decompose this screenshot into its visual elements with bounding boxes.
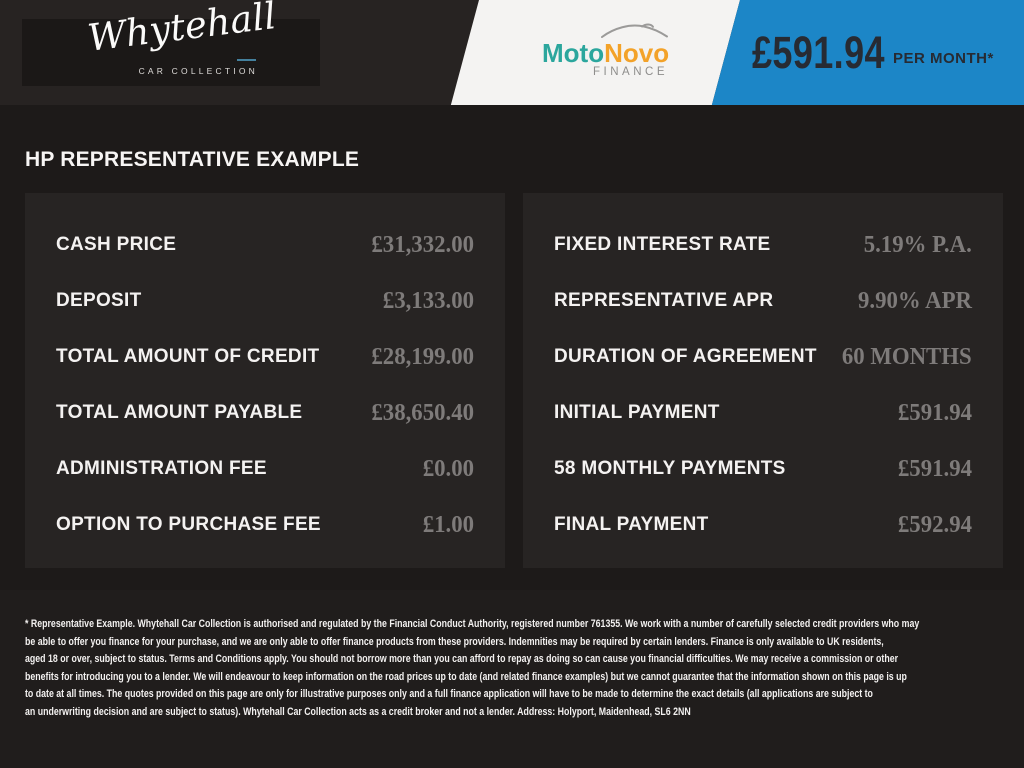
finance-value: £28,199.00 xyxy=(371,343,474,370)
finance-label: INITIAL PAYMENT xyxy=(554,402,720,423)
legal-line: be able to offer you finance for your pu… xyxy=(25,635,884,648)
novo-text: Novo xyxy=(604,38,670,68)
legal-footer: * Representative Example. Whytehall Car … xyxy=(0,590,1024,768)
finance-row-initial-payment: INITIAL PAYMENT £591.94 xyxy=(554,385,972,441)
finance-label: FINAL PAYMENT xyxy=(554,514,709,535)
monthly-price-amount: £591.94 xyxy=(752,27,885,78)
moto-text: Moto xyxy=(542,38,605,68)
finance-value: 5.19% P.A. xyxy=(863,231,972,258)
finance-row-duration: DURATION OF AGREEMENT 60 MONTHS xyxy=(554,329,972,385)
finance-panel-right: FIXED INTEREST RATE 5.19% P.A. REPRESENT… xyxy=(523,193,1003,568)
finance-label: 58 MONTHLY PAYMENTS xyxy=(554,458,786,479)
finance-value: £38,650.40 xyxy=(371,399,474,426)
motonovo-logo: MotoNovo FINANCE xyxy=(542,22,672,84)
finance-row-apr: REPRESENTATIVE APR 9.90% APR xyxy=(554,273,972,329)
finance-value: £3,133.00 xyxy=(382,287,474,314)
finance-value: 60 MONTHS xyxy=(842,343,972,370)
finance-value: £591.94 xyxy=(897,455,972,482)
header: Whytehall CAR COLLECTION MotoNovo FINANC… xyxy=(0,0,1024,105)
legal-line: to date at all times. The quotes provide… xyxy=(25,688,873,701)
car-swoosh-icon xyxy=(601,23,668,38)
finance-row-deposit: DEPOSIT £3,133.00 xyxy=(56,273,474,329)
logo-accent-line xyxy=(237,59,256,61)
dealer-logo-tagline: CAR COLLECTION xyxy=(138,66,258,76)
dealer-logo: Whytehall CAR COLLECTION xyxy=(22,0,320,86)
finance-label: FIXED INTEREST RATE xyxy=(554,234,771,255)
finance-row-total-credit: TOTAL AMOUNT OF CREDIT £28,199.00 xyxy=(56,329,474,385)
finance-value: 9.90% APR xyxy=(858,287,972,314)
monthly-price-period: PER MONTH* xyxy=(893,50,994,67)
motonovo-wordmark: MotoNovo xyxy=(542,38,669,69)
finance-row-total-payable: TOTAL AMOUNT PAYABLE £38,650.40 xyxy=(56,385,474,441)
finance-row-final-payment: FINAL PAYMENT £592.94 xyxy=(554,497,972,553)
finance-label: ADMINISTRATION FEE xyxy=(56,458,267,479)
page-title: HP REPRESENTATIVE EXAMPLE xyxy=(25,148,360,172)
finance-label: DURATION OF AGREEMENT xyxy=(554,346,817,367)
finance-label: OPTION TO PURCHASE FEE xyxy=(56,514,321,535)
finance-value: £592.94 xyxy=(897,511,972,538)
dealer-logo-name: Whytehall xyxy=(85,0,279,60)
finance-label: DEPOSIT xyxy=(56,290,142,311)
legal-line: benefits for introducing you to a lender… xyxy=(25,670,907,683)
finance-text: FINANCE xyxy=(593,66,668,78)
finance-label: CASH PRICE xyxy=(56,234,177,255)
finance-row-option-fee: OPTION TO PURCHASE FEE £1.00 xyxy=(56,497,474,553)
finance-label: TOTAL AMOUNT OF CREDIT xyxy=(56,346,320,367)
finance-row-interest-rate: FIXED INTEREST RATE 5.19% P.A. xyxy=(554,217,972,273)
finance-value: £0.00 xyxy=(422,455,474,482)
finance-value: £31,332.00 xyxy=(371,231,474,258)
finance-row-monthly-payments: 58 MONTHLY PAYMENTS £591.94 xyxy=(554,441,972,497)
finance-value: £591.94 xyxy=(897,399,972,426)
legal-line: * Representative Example. Whytehall Car … xyxy=(25,618,920,630)
finance-row-cash-price: CASH PRICE £31,332.00 xyxy=(56,217,474,273)
finance-value: £1.00 xyxy=(422,511,474,538)
legal-line: an underwriting decision and are subject… xyxy=(25,705,691,718)
finance-label: TOTAL AMOUNT PAYABLE xyxy=(56,402,303,423)
legal-line: aged 18 or over, subject to status. Term… xyxy=(25,653,899,666)
finance-panel-left: CASH PRICE £31,332.00 DEPOSIT £3,133.00 … xyxy=(25,193,505,568)
finance-row-admin-fee: ADMINISTRATION FEE £0.00 xyxy=(56,441,474,497)
finance-label: REPRESENTATIVE APR xyxy=(554,290,774,311)
legal-text: * Representative Example. Whytehall Car … xyxy=(25,616,1024,722)
